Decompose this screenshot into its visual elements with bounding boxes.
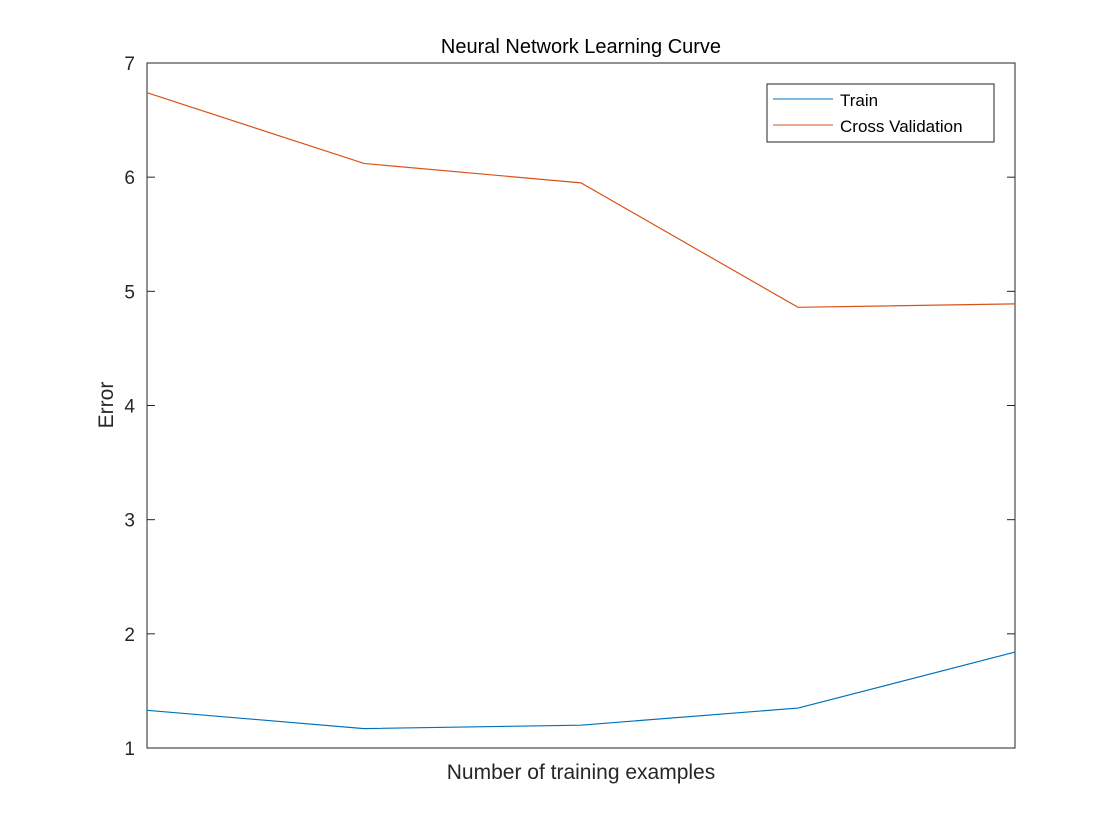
legend-label-train: Train [840,91,878,110]
y-tick-label: 6 [124,168,135,189]
y-tick-label: 1 [124,739,135,760]
series-line-train [146,651,1016,730]
chart-title: Neural Network Learning Curve [441,36,721,58]
legend-label-cross-validation: Cross Validation [840,117,963,136]
plot-area [146,62,1016,749]
legend: Train Cross Validation [766,83,995,143]
y-tick-label: 4 [124,397,135,418]
y-tick-label: 2 [124,625,135,646]
x-axis-label: Number of training examples [447,761,715,784]
series-lines [146,92,1016,730]
series-line-cross-validation [146,92,1016,308]
y-tick-label: 7 [124,54,135,75]
y-axis-ticks: 1 2 3 4 5 6 7 [124,54,1015,760]
legend-box [766,83,995,143]
y-tick-label: 5 [124,282,135,303]
y-tick-label: 3 [124,511,135,532]
y-axis-label: Error [95,382,118,429]
